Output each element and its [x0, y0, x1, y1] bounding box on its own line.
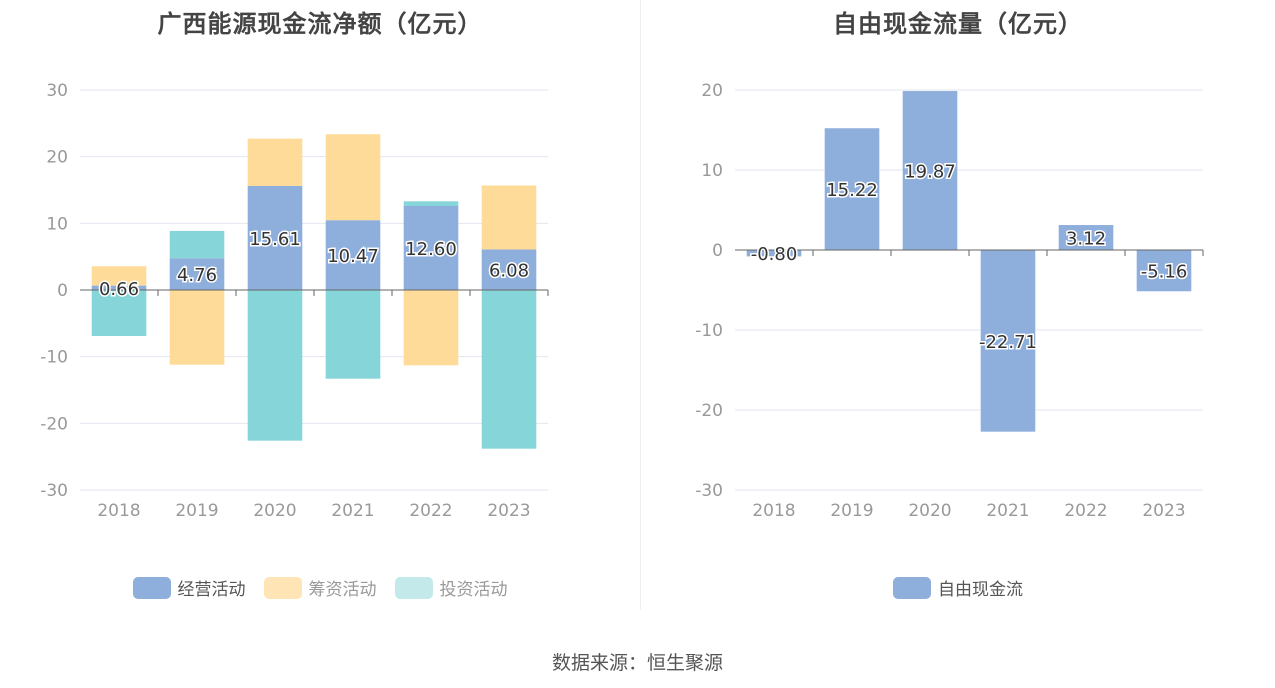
legend-label: 筹资活动 — [308, 580, 377, 600]
data-label: 3.12 — [1066, 229, 1106, 250]
bar-segment — [91, 266, 147, 286]
x-tick-label: 2018 — [752, 501, 795, 521]
data-label: 12.60 — [405, 239, 457, 260]
legend: 经营活动 筹资活动 投资活动 — [0, 575, 640, 600]
x-tick-label: 2019 — [175, 501, 218, 521]
left-chart-panel: 广西能源现金流净额（亿元） 30 20 10 0 -10 -20 -30 2018 2019 20… — [0, 0, 640, 610]
bar-segment — [247, 185, 303, 290]
bar-segment — [325, 134, 381, 221]
y-tick-label: 0 — [712, 241, 723, 261]
bar-segment — [902, 91, 958, 250]
bar-chart: 20 10 0 -10 -20 -30 2018 2019 2020 2021 2022 2023 -0… — [695, 81, 1204, 521]
legend-item-operating[interactable]: 经营活动 — [132, 575, 246, 600]
bar-segment — [481, 249, 537, 290]
bar-segment — [746, 250, 802, 257]
data-label: 10.47 — [327, 246, 379, 267]
y-tick-label: -10 — [40, 348, 68, 368]
data-label: 0.66 — [99, 279, 139, 300]
panel-divider — [640, 0, 641, 610]
x-tick-label: 2023 — [1142, 501, 1185, 521]
bar-segment — [824, 128, 880, 250]
legend-label: 投资活动 — [439, 580, 508, 600]
bar-segment — [325, 220, 381, 290]
data-source: 数据来源：恒生聚源 — [551, 652, 723, 674]
legend-item-financing[interactable]: 筹资活动 — [263, 575, 377, 600]
bar-segment — [247, 138, 303, 186]
y-tick-label: 20 — [701, 81, 723, 101]
legend-swatch — [263, 576, 302, 599]
data-label: -22.71 — [979, 332, 1037, 353]
x-tick-label: 2021 — [331, 501, 374, 521]
bar-segment — [169, 258, 225, 290]
y-tick-label: -30 — [695, 481, 723, 501]
bar-segment — [403, 290, 459, 366]
chart-title: 广西能源现金流净额（亿元） — [157, 10, 483, 38]
bar-segment — [403, 206, 459, 290]
legend-label: 经营活动 — [177, 580, 246, 600]
bar-segment — [980, 250, 1036, 432]
bar-segment — [247, 290, 303, 441]
y-tick-label: -10 — [695, 321, 723, 341]
x-tick-label: 2021 — [986, 501, 1029, 521]
legend-swatch — [394, 576, 433, 599]
data-label: -0.80 — [751, 244, 798, 265]
x-tick-label: 2022 — [1064, 501, 1107, 521]
stacked-bar-chart: 30 20 10 0 -10 -20 -30 2018 2019 2020 2021 2022 2023… — [40, 81, 549, 521]
bar-segment — [169, 290, 225, 365]
y-tick-label: 10 — [701, 161, 723, 181]
legend-label: 自由现金流 — [938, 580, 1023, 600]
chart-title: 自由现金流量（亿元） — [833, 10, 1083, 38]
y-tick-label: 0 — [57, 281, 68, 301]
legend-item-investing[interactable]: 投资活动 — [394, 575, 508, 600]
bar-segment — [481, 290, 537, 449]
bar-segment — [91, 285, 147, 290]
legend: 自由现金流 — [641, 575, 1275, 600]
legend-swatch — [132, 576, 171, 599]
y-tick-label: 10 — [46, 214, 68, 234]
y-tick-label: -20 — [695, 401, 723, 421]
x-tick-label: 2018 — [97, 501, 140, 521]
right-chart-panel: 自由现金流量（亿元） 20 10 0 -10 -20 -30 2018 2019 2020 202… — [641, 0, 1275, 610]
x-tick-label: 2020 — [253, 501, 296, 521]
bar-segment — [325, 290, 381, 379]
data-label: -5.16 — [1141, 262, 1188, 283]
data-label: 15.61 — [249, 229, 301, 250]
y-tick-label: 20 — [46, 148, 68, 168]
bar-segment — [1058, 225, 1114, 250]
bar-segment — [169, 230, 225, 259]
y-tick-label: -30 — [40, 481, 68, 501]
data-label: 4.76 — [177, 265, 217, 286]
y-tick-label: 30 — [46, 81, 68, 101]
legend-swatch — [893, 576, 931, 599]
bar-segment — [91, 290, 147, 336]
legend-item-free-cash-flow[interactable]: 自由现金流 — [893, 575, 1023, 600]
bar-segment — [403, 201, 459, 206]
data-label: 19.87 — [904, 162, 956, 183]
x-tick-label: 2019 — [830, 501, 873, 521]
data-label: 15.22 — [826, 180, 878, 201]
y-tick-label: -20 — [40, 414, 68, 434]
x-tick-label: 2022 — [409, 501, 452, 521]
bar-segment — [1136, 250, 1192, 292]
data-label: 6.08 — [489, 261, 529, 282]
x-tick-label: 2023 — [487, 501, 530, 521]
bar-segment — [481, 185, 537, 250]
x-tick-label: 2020 — [908, 501, 951, 521]
